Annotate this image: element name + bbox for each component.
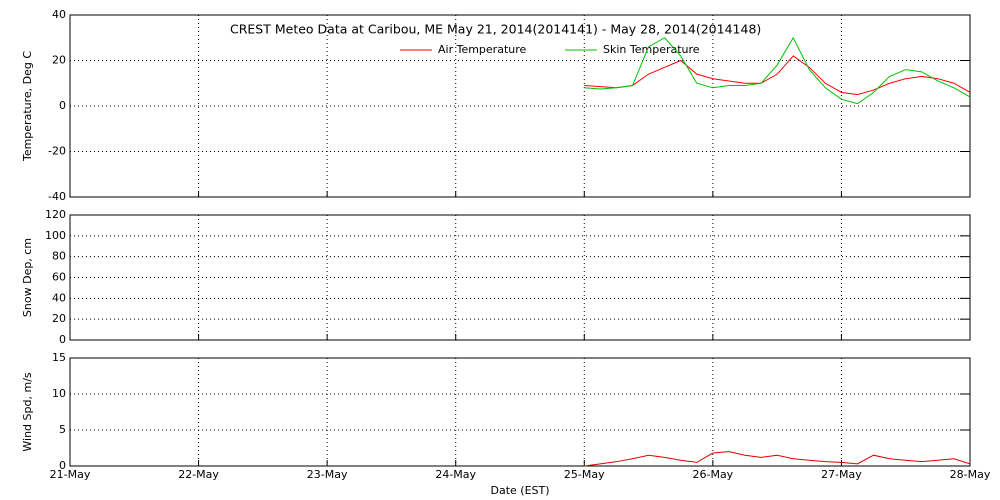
y-tick-label: 20 [52,312,66,325]
data-line [584,55,971,96]
data-line [584,451,971,467]
y-tick-label: 10 [52,387,66,400]
y-tick-label: 120 [45,208,66,221]
x-tick-label: 27-May [821,468,862,481]
y-tick-label: 40 [52,8,66,21]
y-tick-label: 80 [52,250,66,263]
y-tick-label: -20 [48,145,66,158]
x-tick-label: 22-May [178,468,219,481]
y-axis-label: Snow Dep, cm [21,238,34,317]
x-axis-label: Date (EST) [490,484,549,497]
y-tick-label: 40 [52,291,66,304]
x-tick-label: 26-May [692,468,733,481]
y-tick-label: 100 [45,229,66,242]
y-tick-label: 5 [59,423,66,436]
y-tick-label: 0 [59,99,66,112]
plot-frame [69,357,971,467]
x-tick-label: 24-May [435,468,476,481]
y-tick-label: 60 [52,271,66,284]
chart-title: CREST Meteo Data at Caribou, ME May 21, … [230,22,761,37]
x-tick-label: 28-May [950,468,991,481]
x-tick-label: 25-May [564,468,605,481]
y-tick-label: 0 [59,459,66,472]
legend-label: Air Temperature [438,43,527,56]
x-tick-label: 21-May [50,468,91,481]
y-tick-label: -40 [48,190,66,203]
data-line [584,36,971,105]
y-axis-label: Wind Spd, m/s [21,372,34,452]
y-tick-label: 0 [59,333,66,346]
y-axis-label: Temperature, Deg C [21,51,34,162]
y-tick-label: 15 [52,351,66,364]
x-tick-label: 23-May [307,468,348,481]
legend-label: Skin Temperature [603,43,700,56]
y-tick-label: 20 [52,54,66,67]
